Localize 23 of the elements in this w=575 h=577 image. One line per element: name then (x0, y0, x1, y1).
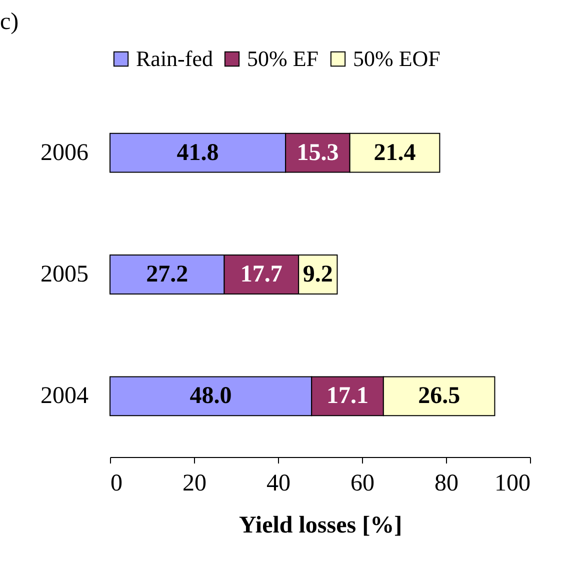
data-label: 17.1 (326, 383, 369, 410)
legend-label: 50% EOF (353, 46, 440, 71)
data-label: 15.3 (296, 140, 339, 166)
y-tick-label: 2005 (40, 262, 88, 288)
x-tick-label: 20 (182, 470, 206, 496)
x-axis-title: Yield losses [%] (238, 512, 402, 538)
data-label: 9.2 (302, 262, 333, 288)
y-tick-label: 2006 (40, 140, 88, 166)
data-label: 41.8 (176, 140, 219, 166)
data-label: 48.0 (190, 383, 232, 410)
data-label: 26.5 (418, 383, 460, 410)
x-tick-label: 100 (494, 470, 530, 496)
data-label: 17.7 (240, 262, 282, 288)
y-tick-label: 2004 (40, 383, 88, 410)
x-tick-label: 40 (266, 470, 290, 496)
chart-title: c) (0, 9, 19, 35)
x-tick-label: 0 (110, 470, 122, 496)
legend-label: Rain-fed (136, 46, 213, 71)
data-label: 27.2 (146, 262, 188, 288)
x-tick-label: 80 (434, 470, 458, 496)
x-tick-label: 60 (350, 470, 374, 496)
legend-label: 50% EF (247, 46, 318, 71)
data-label: 21.4 (374, 140, 416, 166)
